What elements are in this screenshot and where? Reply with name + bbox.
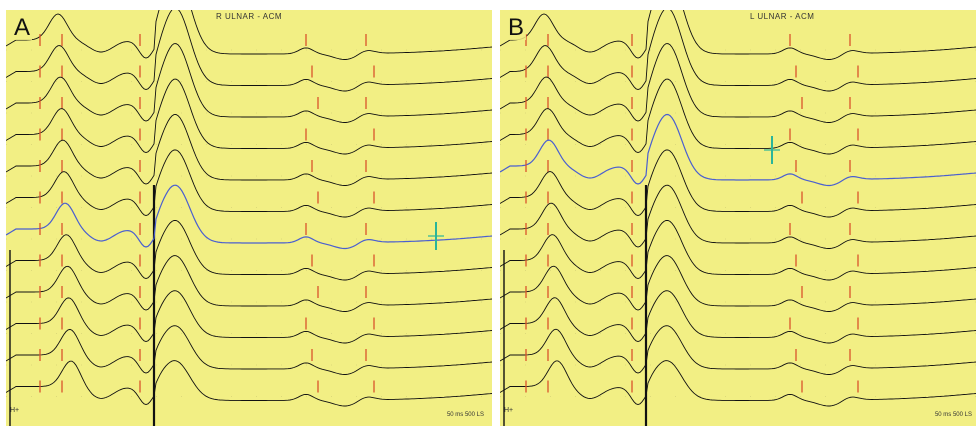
waveform-trace xyxy=(6,10,492,60)
waveform-trace xyxy=(6,255,492,312)
marker-text-b: H+ xyxy=(504,407,514,414)
waveform-trace xyxy=(500,10,976,60)
panel-b: B L ULNAR - ACM H+ 50 ms 500 LS xyxy=(500,10,976,426)
reference-trace xyxy=(500,113,976,187)
waveform-trace xyxy=(6,220,492,281)
panel-a: A R ULNAR - ACM H+ 50 ms 500 LS xyxy=(6,10,492,426)
panel-label-b: B xyxy=(506,14,527,41)
waveform-trace xyxy=(6,43,492,123)
waveform-trace xyxy=(6,325,492,375)
waveform-trace xyxy=(6,290,492,344)
waveform-trace xyxy=(500,360,976,407)
waveform-trace xyxy=(500,184,976,249)
waveform-trace xyxy=(6,149,492,218)
waveform-trace xyxy=(500,290,976,344)
panel-title-b: L ULNAR - ACM xyxy=(750,12,815,21)
traces-b xyxy=(500,10,976,426)
waveform-trace xyxy=(500,149,976,218)
waveform-trace xyxy=(500,78,976,155)
waveform-trace xyxy=(6,114,492,186)
reference-trace xyxy=(6,184,492,250)
traces-a xyxy=(6,10,492,426)
waveform-trace xyxy=(500,43,976,123)
waveform-trace xyxy=(500,255,976,312)
waveform-trace xyxy=(500,10,976,92)
waveform-trace xyxy=(6,78,492,155)
scale-text-a: 50 ms 500 LS xyxy=(446,412,484,418)
waveform-trace xyxy=(6,10,492,92)
marker-text-a: H+ xyxy=(10,407,20,414)
panel-title-a: R ULNAR - ACM xyxy=(216,12,283,21)
waveform-trace xyxy=(6,360,492,407)
panel-label-a: A xyxy=(12,14,33,41)
waveform-trace xyxy=(500,325,976,375)
scale-text-b: 50 ms 500 LS xyxy=(934,412,972,418)
waveform-trace xyxy=(500,220,976,281)
